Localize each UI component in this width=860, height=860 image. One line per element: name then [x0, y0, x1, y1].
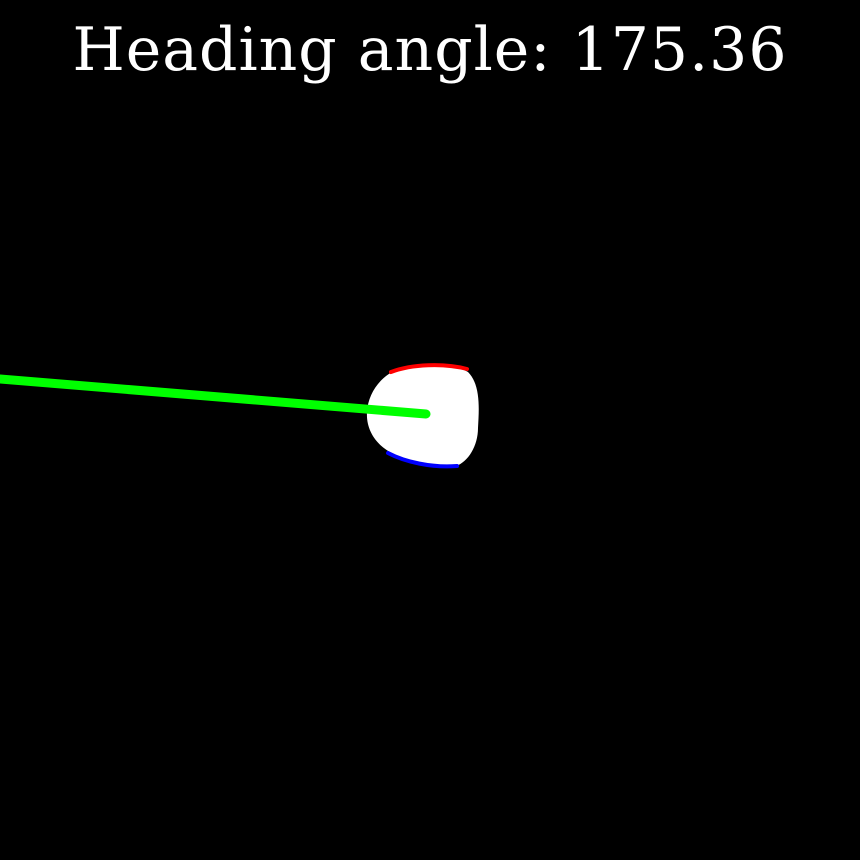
heading-angle-label: Heading angle: 175.36 — [72, 15, 788, 85]
heading-direction-line — [0, 374, 431, 419]
top-edge-marker — [389, 363, 469, 374]
bottom-edge-marker — [386, 451, 459, 469]
